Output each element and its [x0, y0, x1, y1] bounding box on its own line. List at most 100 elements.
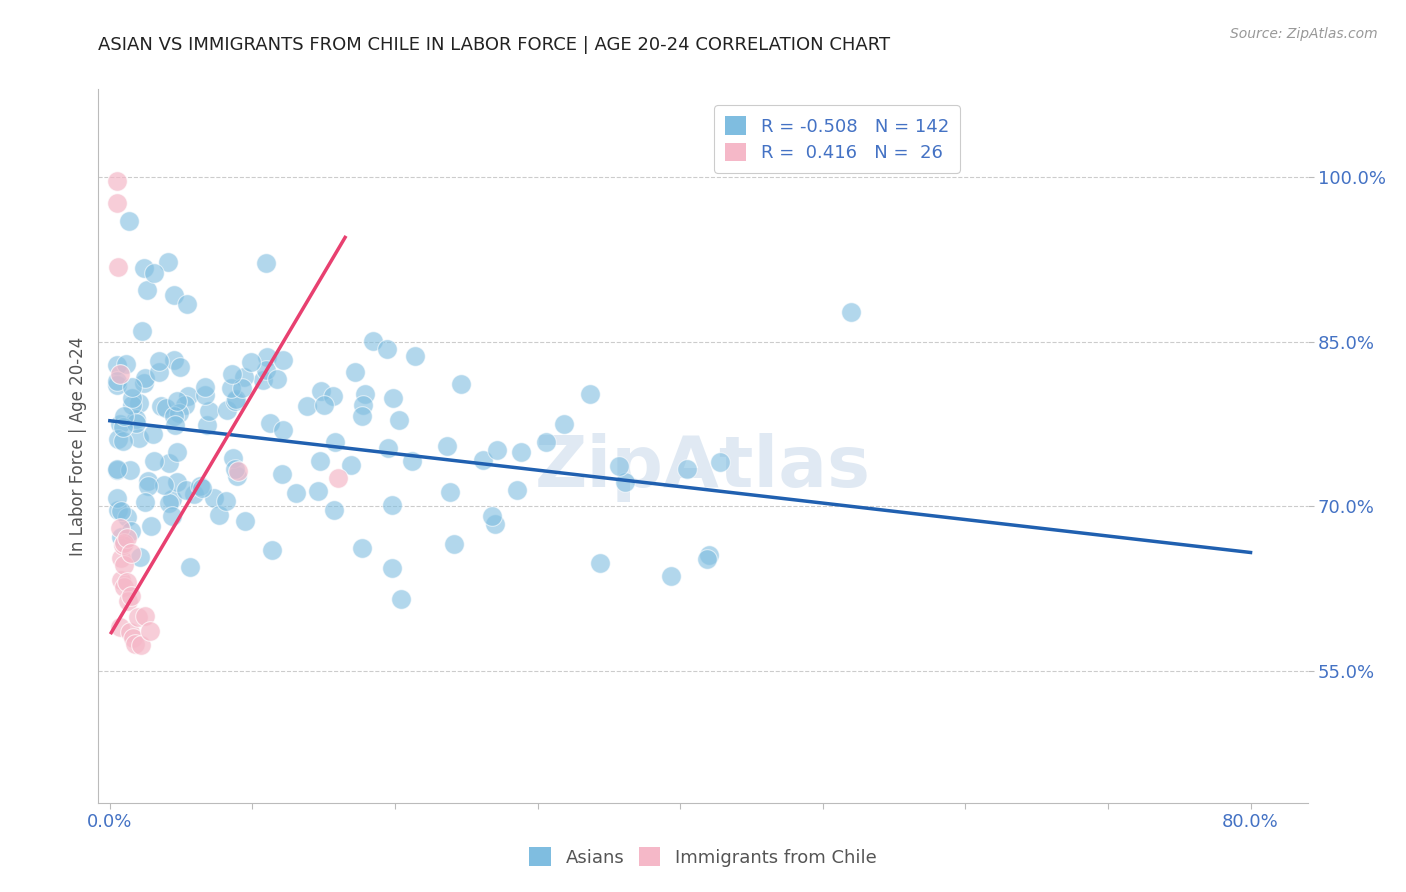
Point	[254, 256, 277, 270]
Point	[450, 376, 472, 391]
Point	[157, 496, 180, 510]
Point	[312, 399, 335, 413]
Point	[142, 426, 165, 441]
Point	[108, 417, 131, 432]
Point	[208, 508, 231, 522]
Point	[322, 388, 344, 402]
Point	[354, 387, 377, 401]
Point	[150, 399, 173, 413]
Point	[177, 389, 200, 403]
Point	[127, 610, 149, 624]
Point	[323, 435, 346, 450]
Point	[118, 462, 141, 476]
Point	[436, 439, 458, 453]
Point	[401, 454, 423, 468]
Point	[270, 467, 292, 482]
Point	[439, 484, 461, 499]
Point	[381, 391, 404, 405]
Point	[174, 398, 197, 412]
Point	[131, 324, 153, 338]
Point	[183, 487, 205, 501]
Point	[266, 372, 288, 386]
Point	[117, 510, 139, 524]
Point	[381, 561, 404, 575]
Point	[352, 409, 374, 424]
Point	[128, 395, 150, 409]
Point	[136, 283, 159, 297]
Point	[107, 432, 129, 446]
Point	[153, 478, 176, 492]
Point	[233, 515, 256, 529]
Point	[112, 434, 135, 449]
Point	[188, 479, 211, 493]
Point	[157, 255, 180, 269]
Text: Source: ZipAtlas.com: Source: ZipAtlas.com	[1230, 27, 1378, 41]
Point	[120, 524, 142, 539]
Point	[179, 560, 201, 574]
Point	[252, 373, 274, 387]
Point	[578, 386, 600, 401]
Point	[284, 486, 307, 500]
Point	[224, 394, 246, 409]
Point	[121, 380, 143, 394]
Point	[105, 196, 128, 211]
Point	[121, 631, 143, 645]
Point	[166, 445, 188, 459]
Point	[709, 455, 731, 469]
Point	[143, 266, 166, 280]
Point	[375, 342, 398, 356]
Point	[134, 494, 156, 508]
Point	[120, 590, 142, 604]
Point	[361, 334, 384, 348]
Point	[136, 474, 159, 488]
Point	[226, 464, 249, 478]
Point	[388, 413, 411, 427]
Point	[165, 418, 187, 433]
Point	[111, 420, 134, 434]
Point	[107, 260, 129, 274]
Point	[112, 580, 135, 594]
Point	[259, 416, 281, 430]
Point	[195, 417, 218, 432]
Point	[111, 538, 134, 552]
Point	[148, 365, 170, 379]
Point	[118, 624, 141, 639]
Point	[124, 412, 146, 426]
Point	[118, 214, 141, 228]
Point	[697, 548, 720, 562]
Point	[176, 296, 198, 310]
Point	[352, 398, 374, 412]
Point	[389, 591, 412, 606]
Point	[166, 475, 188, 490]
Point	[134, 261, 156, 276]
Point	[108, 368, 131, 382]
Point	[343, 365, 366, 379]
Point	[224, 462, 246, 476]
Point	[307, 484, 329, 499]
Point	[191, 481, 214, 495]
Point	[194, 379, 217, 393]
Point	[128, 431, 150, 445]
Point	[139, 624, 162, 638]
Text: ZipAtlas: ZipAtlas	[536, 433, 870, 502]
Point	[155, 401, 177, 415]
Point	[308, 454, 330, 468]
Point	[225, 392, 247, 406]
Point	[553, 417, 575, 432]
Point	[222, 450, 245, 465]
Y-axis label: In Labor Force | Age 20-24: In Labor Force | Age 20-24	[69, 336, 87, 556]
Point	[589, 556, 612, 570]
Point	[221, 381, 243, 395]
Point	[613, 475, 636, 489]
Point	[295, 399, 318, 413]
Point	[108, 620, 131, 634]
Point	[124, 637, 146, 651]
Legend: Asians, Immigrants from Chile: Asians, Immigrants from Chile	[522, 840, 884, 874]
Point	[125, 416, 148, 430]
Point	[143, 453, 166, 467]
Point	[231, 380, 253, 394]
Point	[350, 541, 373, 556]
Point	[166, 394, 188, 409]
Point	[107, 502, 129, 516]
Point	[117, 594, 139, 608]
